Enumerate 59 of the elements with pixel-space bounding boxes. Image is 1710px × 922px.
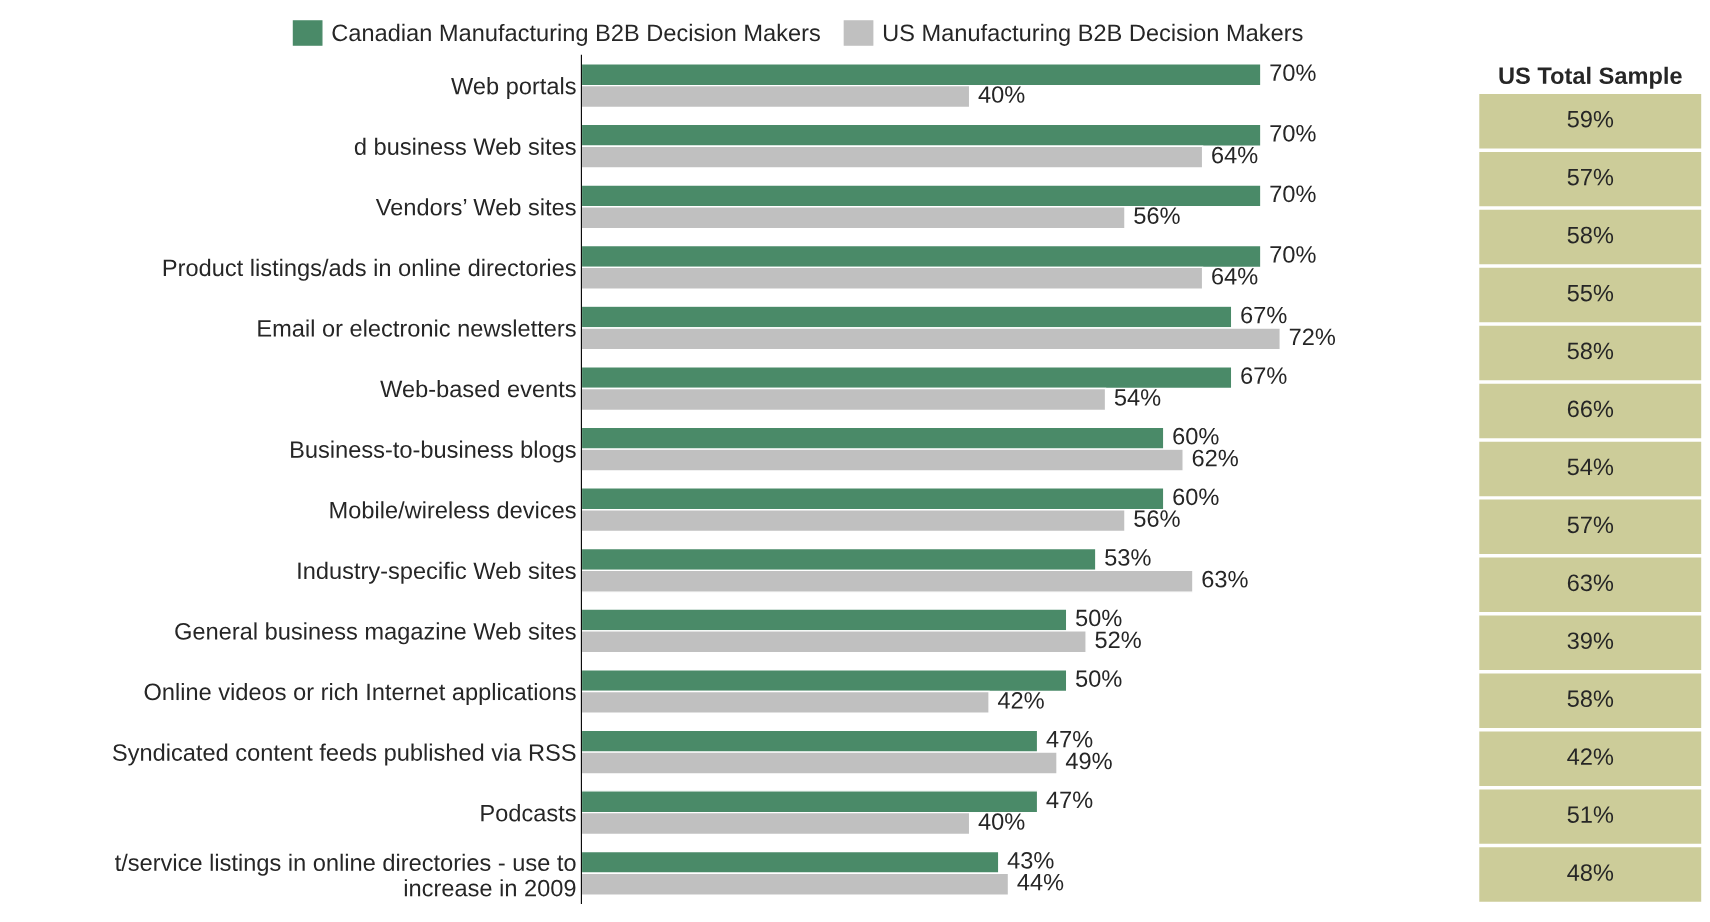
text: US Total Sample <box>1499 66 1682 89</box>
data-label: 67% <box>1241 306 1287 324</box>
data-label: 63% <box>1202 570 1248 588</box>
data-label: 43% <box>1007 851 1054 869</box>
text: 39% <box>1567 632 1614 650</box>
data-label: 49% <box>1065 752 1112 770</box>
data-label: 60% <box>1173 488 1219 506</box>
text: 58% <box>1567 342 1614 360</box>
legend-label: US Manufacturing B2B Decision Makers <box>883 23 1303 46</box>
text: 66% <box>1567 400 1614 418</box>
text: 51% <box>1567 806 1614 823</box>
y-tick-label: Vendors’ Web sites <box>375 198 576 216</box>
data-label: 47% <box>1046 730 1093 748</box>
text: 55% <box>1567 284 1614 302</box>
y-tick-label: General business magazine Web sites <box>175 622 576 645</box>
data-label: 40% <box>978 86 1025 103</box>
text: 54% <box>1567 458 1614 476</box>
data-label: 54% <box>1114 389 1161 406</box>
legend-label: Canadian Manufacturing B2B Decision Makers <box>332 23 820 46</box>
y-tick-label: Product listings/ads in online directories <box>163 258 576 281</box>
data-label: 67% <box>1241 367 1287 384</box>
data-label: 72% <box>1289 328 1336 346</box>
y-tick-label: Syndicated content feeds published via RSS <box>112 743 576 766</box>
data-label: 64% <box>1212 146 1258 164</box>
data-label: 70% <box>1270 124 1316 142</box>
data-label: 70% <box>1270 185 1316 203</box>
text: 59% <box>1567 110 1614 128</box>
data-label: 60% <box>1173 427 1219 445</box>
data-label: 40% <box>978 813 1025 830</box>
y-tick-label: Web portals <box>451 77 576 100</box>
data-label: 52% <box>1095 631 1141 649</box>
data-label: 44% <box>1017 873 1064 891</box>
y-tick-label: Online videos or rich Internet applications <box>144 682 576 705</box>
text: 63% <box>1567 574 1614 592</box>
y-tick-label: Podcasts <box>481 804 576 822</box>
y-tick-label: Business-to-business blogs <box>291 440 576 463</box>
text: 48% <box>1567 864 1614 881</box>
data-label: 47% <box>1046 791 1093 809</box>
y-tick-label: d business Web sites <box>354 137 576 155</box>
data-label: 70% <box>1270 64 1316 82</box>
data-label: 56% <box>1134 510 1180 527</box>
data-label: 70% <box>1270 246 1316 263</box>
text: 57% <box>1567 516 1614 534</box>
y-tick-label: Email or electronic newsletters <box>258 319 576 337</box>
data-label: 56% <box>1134 207 1180 225</box>
text: 42% <box>1567 748 1614 765</box>
data-label: 62% <box>1192 449 1238 467</box>
y-tick-label: Web-based events <box>380 380 576 398</box>
data-label: 42% <box>997 692 1044 709</box>
data-label: 53% <box>1105 549 1151 566</box>
text: 57% <box>1567 168 1614 186</box>
y-tick-label: t/service listings in online directories - use to increase in 2009 <box>115 853 576 897</box>
data-label: 64% <box>1212 267 1258 285</box>
y-tick-label: Industry-specific Web sites <box>298 561 576 584</box>
y-tick-label: Mobile/wireless devices <box>330 501 576 519</box>
text: 58% <box>1567 690 1614 708</box>
text: 58% <box>1567 226 1614 244</box>
data-label: 50% <box>1076 670 1122 687</box>
data-label: 50% <box>1076 609 1122 627</box>
